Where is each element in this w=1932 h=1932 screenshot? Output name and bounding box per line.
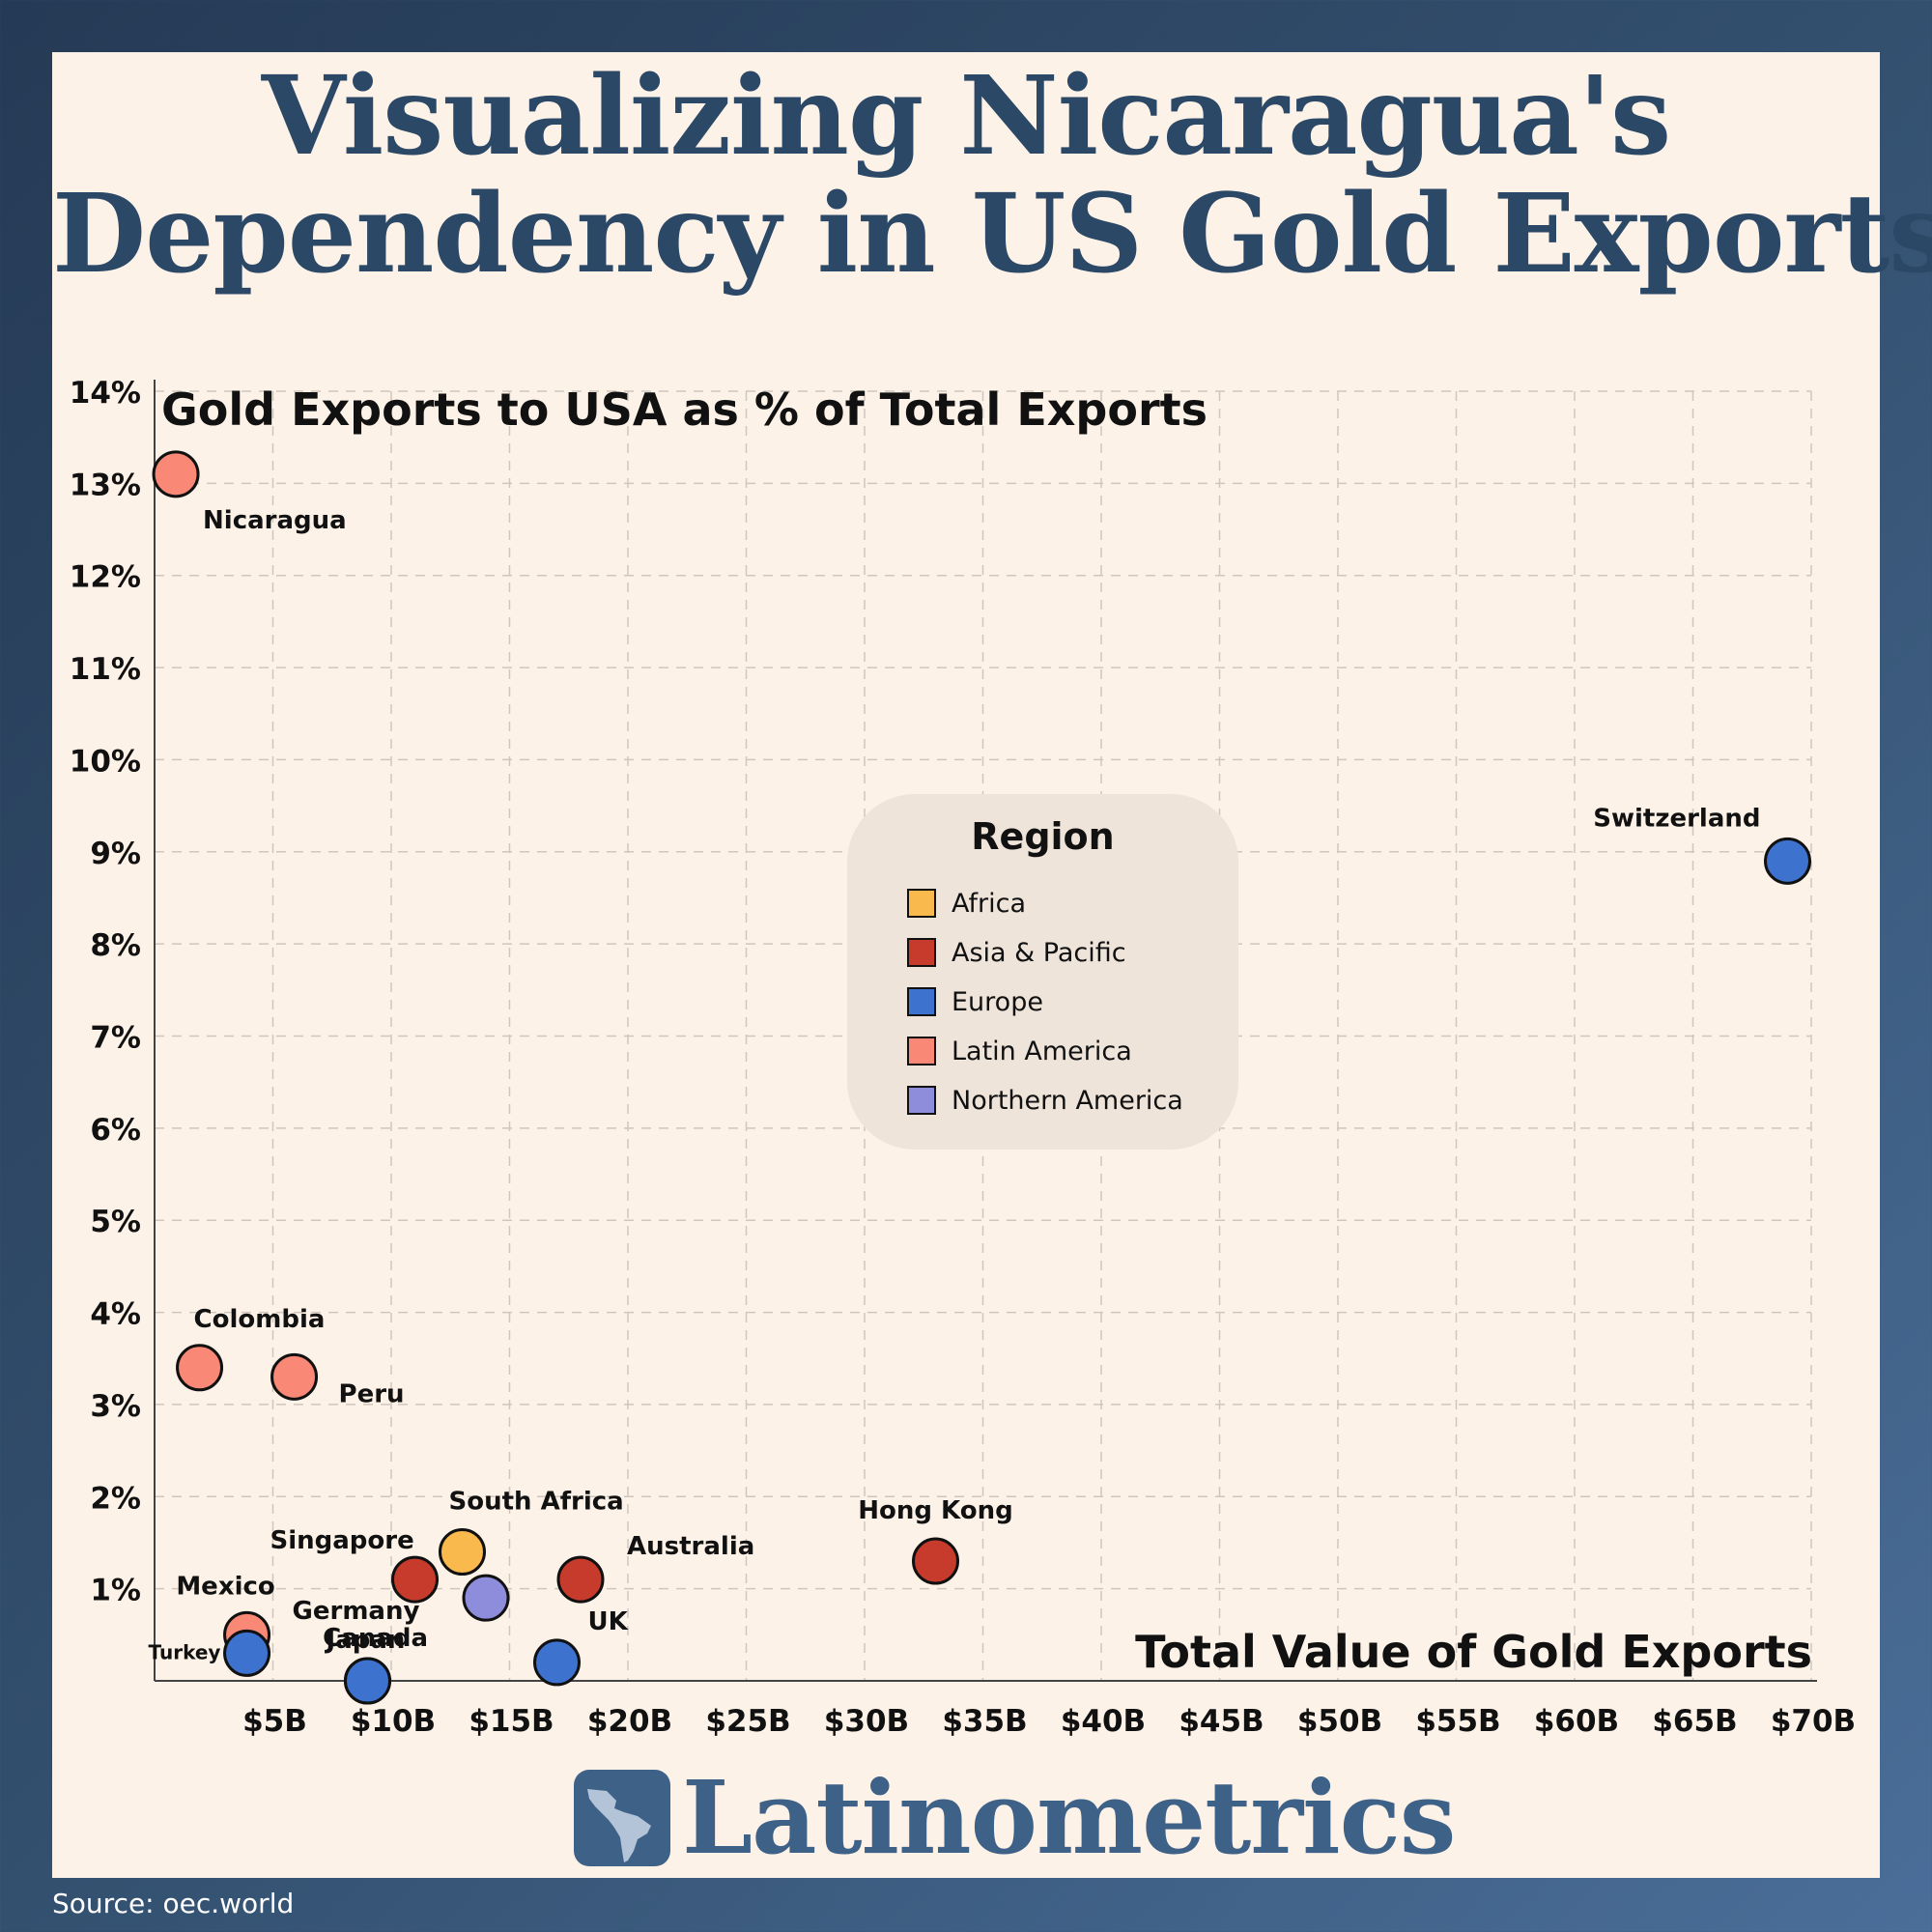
x-tick-label: $35B (942, 1704, 1027, 1739)
label-germany: Germany (293, 1597, 420, 1626)
label-australia: Australia (627, 1532, 754, 1561)
latinometrics-logo: Latinometrics (574, 1758, 1456, 1877)
y-tick-label: 10% (70, 744, 141, 779)
legend-swatch-asia-pacific (907, 938, 936, 967)
point-colombia (176, 1344, 224, 1392)
label-uk: UK (588, 1607, 629, 1636)
x-tick-label: $40B (1061, 1704, 1146, 1739)
legend-label: Latin America (952, 1036, 1132, 1066)
point-hong-kong (912, 1537, 959, 1585)
x-tick-label: $25B (705, 1704, 790, 1739)
x-tick-label: $20B (587, 1704, 672, 1739)
point-australia (556, 1555, 605, 1604)
y-tick-label: 9% (90, 837, 141, 871)
y-tick-label: 8% (90, 928, 141, 963)
legend-label: Northern America (952, 1085, 1183, 1116)
legend-label: Asia & Pacific (952, 937, 1126, 968)
label-japan: Japan (325, 1626, 406, 1655)
x-tick-label: $10B (351, 1704, 436, 1739)
title-line-2: Dependency in US Gold Exports (52, 171, 1932, 298)
chart-axes (154, 380, 1817, 1682)
logo-text: Latinometrics (682, 1758, 1456, 1877)
x-tick-label: $5B (242, 1704, 307, 1739)
y-tick-label: 4% (90, 1297, 141, 1332)
legend-swatch-latin-america (907, 1037, 936, 1065)
label-mexico: Mexico (176, 1572, 274, 1601)
label-canada: Canada (323, 1624, 428, 1653)
x-tick-label: $50B (1297, 1704, 1382, 1739)
legend-label: Africa (952, 888, 1027, 919)
y-tick-label: 3% (90, 1389, 141, 1424)
legend-item-northern-america: Northern America (907, 1084, 1183, 1117)
point-turkey (223, 1629, 271, 1677)
title-line-1: Visualizing Nicaragua's (261, 53, 1671, 180)
point-japan (344, 1657, 391, 1705)
legend-item-asia-pacific: Asia & Pacific (907, 936, 1126, 969)
chart-title: Gold Exports to USA as % of Total Export… (161, 384, 1208, 436)
legend-swatch-northern-america (907, 1086, 936, 1115)
legend-label: Europe (952, 986, 1043, 1017)
legend-swatch-europe (907, 987, 936, 1016)
y-tick-label: 2% (90, 1481, 141, 1516)
point-nicaragua (152, 450, 200, 498)
label-switzerland: Switzerland (1593, 804, 1760, 833)
x-tick-label: $60B (1534, 1704, 1619, 1739)
page-title: Visualizing Nicaragua's Dependency in US… (52, 53, 1932, 298)
x-tick-label: $55B (1415, 1704, 1500, 1739)
point-peru (270, 1352, 319, 1401)
x-tick-label: $30B (824, 1704, 909, 1739)
x-tick-label: $65B (1652, 1704, 1737, 1739)
latin-america-map-icon (574, 1770, 670, 1866)
legend: Region Africa Asia & Pacific Europe Lati… (847, 794, 1238, 1150)
x-axis-title: Total Value of Gold Exports (1135, 1626, 1812, 1678)
source-note: Source: oec.world (52, 1888, 295, 1919)
x-tick-label: $15B (469, 1704, 554, 1739)
legend-item-latin-america: Latin America (907, 1035, 1132, 1067)
point-uk (533, 1638, 581, 1687)
chart-points (152, 450, 1811, 1705)
x-tick-label: $70B (1771, 1704, 1856, 1739)
legend-item-europe: Europe (907, 985, 1043, 1018)
legend-swatch-africa (907, 889, 936, 918)
legend-item-africa: Africa (907, 887, 1026, 920)
y-tick-label: 1% (90, 1574, 141, 1608)
y-tick-label: 13% (70, 468, 141, 502)
y-tick-label: 11% (70, 652, 141, 687)
y-tick-label: 5% (90, 1205, 141, 1239)
y-tick-label: 12% (70, 560, 141, 595)
y-tick-label: 7% (90, 1021, 141, 1056)
x-tick-label: $45B (1179, 1704, 1264, 1739)
label-colombia: Colombia (194, 1305, 326, 1334)
y-tick-label: 14% (70, 376, 141, 411)
legend-title: Region (971, 815, 1115, 858)
label-south-africa: South Africa (449, 1488, 624, 1517)
label-singapore: Singapore (270, 1526, 414, 1555)
point-singapore (391, 1555, 439, 1604)
chart-point-labels: Nicaragua Switzerland Colombia Peru South Af… (149, 506, 1761, 1664)
y-tick-label: 6% (90, 1113, 141, 1148)
label-nicaragua: Nicaragua (203, 506, 347, 535)
label-hong-kong: Hong Kong (858, 1496, 1012, 1525)
point-canada (462, 1574, 510, 1622)
label-peru: Peru (339, 1379, 405, 1408)
point-south-africa (439, 1528, 486, 1576)
point-switzerland (1764, 837, 1811, 885)
label-turkey: Turkey (149, 1640, 221, 1663)
chart-tick-labels: $5B $10B $15B $20B $25B $30B $35B $40B $45B $50B $… (70, 376, 1856, 1739)
